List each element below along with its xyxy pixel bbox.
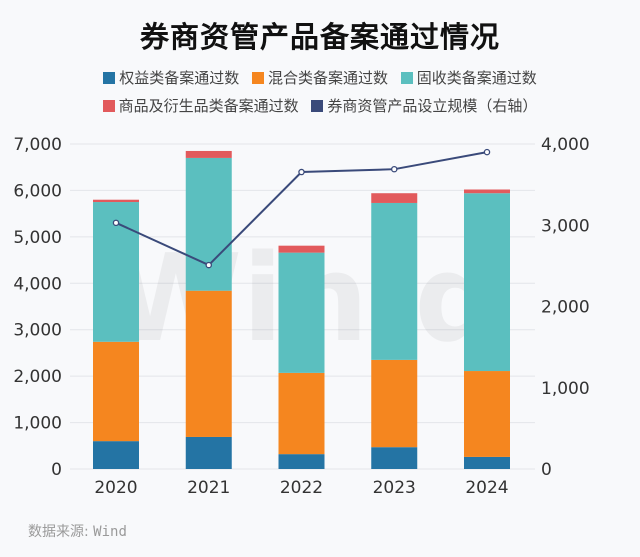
legend-label-scale: 券商资管产品设立规模（右轴） <box>327 97 538 115</box>
bar-segment-commodity-derivative-2024 <box>464 189 510 194</box>
scale-point-2022 <box>298 168 305 176</box>
legend-swatch-scale <box>311 100 324 112</box>
left-tick-label: 6,000 <box>13 181 62 201</box>
bar-segment-commodity-derivative-2021 <box>185 150 232 158</box>
legend-item-mixed: 混合类备案通过数 <box>251 67 388 88</box>
right-tick-label: 0 <box>541 460 552 480</box>
x-tick-label: 2020 <box>94 478 137 498</box>
bar-segment-equity-2024 <box>464 456 510 469</box>
bar-segment-equity-2022 <box>278 454 325 469</box>
legend-label-commodity: 商品及衍生品类备案通过数 <box>118 97 299 115</box>
legend-label-fixed-income: 固收类备案通过数 <box>416 69 537 87</box>
left-axis: 0 1,000 2,000 3,000 4,000 5,000 6,000 7,000 <box>13 135 62 480</box>
bar-segment-equity-2020 <box>93 441 139 469</box>
x-tick-label: 2022 <box>280 478 323 498</box>
bar-segment-mixed-2021 <box>185 290 232 437</box>
bar-segment-fixed-income-2023 <box>371 202 418 360</box>
right-axis: 0 1,000 2,000 3,000 4,000 <box>541 135 590 480</box>
right-tick-label: 1,000 <box>541 379 590 399</box>
x-tick-label: 2023 <box>373 478 416 498</box>
bar-segment-fixed-income-2022 <box>278 252 325 373</box>
left-tick-label: 5,000 <box>13 228 62 248</box>
scale-point-2024 <box>483 148 491 156</box>
bar-segment-commodity-derivative-2023 <box>371 193 418 203</box>
legend-swatch-commodity <box>102 100 115 112</box>
legend-label-equity: 权益类备案通过数 <box>119 69 240 87</box>
bar-segment-mixed-2020 <box>93 341 139 442</box>
source-label: 数据来源: <box>28 524 89 540</box>
bar-segment-fixed-income-2021 <box>185 157 232 291</box>
left-tick-label: 0 <box>51 460 62 480</box>
legend-swatch-mixed <box>251 72 264 84</box>
source-name: Wind <box>93 524 127 540</box>
bar-segment-fixed-income-2024 <box>464 193 510 372</box>
bar-segment-mixed-2024 <box>464 371 510 457</box>
legend-label-mixed: 混合类备案通过数 <box>267 69 388 87</box>
left-tick-label: 2,000 <box>13 367 62 387</box>
scale-point-2020 <box>112 219 120 227</box>
right-tick-label: 3,000 <box>541 216 590 236</box>
x-axis: 2020 2021 2022 2023 2024 <box>94 478 508 498</box>
legend-item-scale: 券商资管产品设立规模（右轴） <box>311 95 537 116</box>
chart-title: 券商资管产品备案通过情况 <box>139 20 500 54</box>
left-tick-label: 4,000 <box>13 274 62 294</box>
legend-item-fixed-income: 固收类备案通过数 <box>400 67 537 88</box>
bar-segment-equity-2023 <box>371 447 418 469</box>
legend-swatch-equity <box>103 72 116 84</box>
x-tick-label: 2024 <box>465 478 508 498</box>
bar-segment-commodity-derivative-2022 <box>278 245 325 253</box>
right-tick-label: 2,000 <box>541 298 590 318</box>
legend-row-2: 商品及衍生品类备案通过数 券商资管产品设立规模（右轴） <box>0 95 640 116</box>
scale-point-2023 <box>390 165 398 173</box>
bar-segment-mixed-2022 <box>278 372 325 455</box>
source-note: 数据来源: Wind <box>28 521 127 541</box>
bar-segment-equity-2021 <box>185 436 232 469</box>
legend-item-equity: 权益类备案通过数 <box>103 67 239 88</box>
right-tick-label: 4,000 <box>541 135 590 155</box>
bar-segment-commodity-derivative-2020 <box>93 199 139 203</box>
scale-point-2021 <box>205 261 212 269</box>
left-tick-label: 7,000 <box>13 135 62 155</box>
legend-item-commodity: 商品及衍生品类备案通过数 <box>102 95 299 116</box>
left-tick-label: 1,000 <box>13 414 62 434</box>
scale-line-group <box>112 148 491 269</box>
x-tick-label: 2021 <box>187 478 230 498</box>
legend-swatch-fixed-income <box>400 72 413 84</box>
left-tick-label: 3,000 <box>13 321 62 341</box>
legend-row-1: 权益类备案通过数 混合类备案通过数 固收类备案通过数 <box>0 67 640 88</box>
bar-segment-mixed-2023 <box>371 359 418 448</box>
